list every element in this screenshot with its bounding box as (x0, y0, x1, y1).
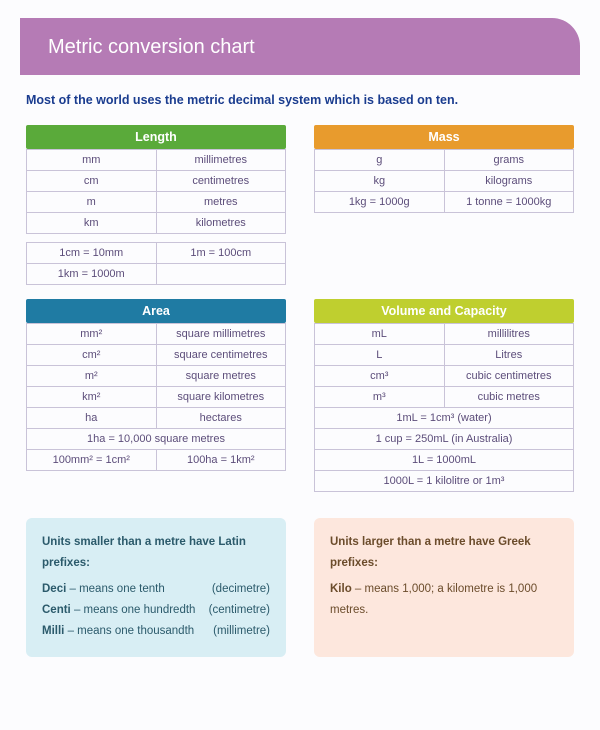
cell: cubic metres (444, 387, 574, 408)
cell: kg (315, 171, 445, 192)
cell: 1cm = 10mm (27, 243, 157, 264)
cell: 1L = 1000mL (315, 450, 574, 471)
cell: mL (315, 324, 445, 345)
cell: square millimetres (156, 324, 286, 345)
cell: square metres (156, 366, 286, 387)
greek-prefix-box: Units larger than a metre have Greek pre… (314, 518, 574, 657)
cell: cubic centimetres (444, 366, 574, 387)
mass-section: Mass ggrams kgkilograms 1kg = 1000g1 ton… (314, 125, 574, 285)
cell: km² (27, 387, 157, 408)
latin-heading: Units smaller than a metre have Latin pr… (42, 532, 270, 573)
volume-table: mLmillilitres LLitres cm³cubic centimetr… (314, 323, 574, 492)
cell: cm³ (315, 366, 445, 387)
cell: L (315, 345, 445, 366)
cell: kilometres (156, 213, 286, 234)
length-header: Length (26, 125, 286, 149)
cell: cm² (27, 345, 157, 366)
latin-item: Deci – means one tenth (decimetre) (42, 579, 270, 600)
tables-grid: Length mmmillimetres cmcentimetres mmetr… (20, 125, 580, 502)
cell: ha (27, 408, 157, 429)
latin-item: Milli – means one thousandth (millimetre… (42, 621, 270, 642)
greek-item: Kilo – means 1,000; a kilometre is 1,000… (330, 579, 558, 620)
cell: 1m = 100cm (156, 243, 286, 264)
latin-item: Centi – means one hundredth (centimetre) (42, 600, 270, 621)
page-title: Metric conversion chart (20, 18, 580, 75)
volume-header: Volume and Capacity (314, 299, 574, 323)
cell: cm (27, 171, 157, 192)
cell: 1ha = 10,000 square metres (27, 429, 286, 450)
cell: metres (156, 192, 286, 213)
cell: 1mL = 1cm³ (water) (315, 408, 574, 429)
cell: Litres (444, 345, 574, 366)
cell: 100mm² = 1cm² (27, 450, 157, 471)
cell: grams (444, 150, 574, 171)
prefix-row: Units smaller than a metre have Latin pr… (20, 502, 580, 657)
cell: millilitres (444, 324, 574, 345)
cell: 1km = 1000m (27, 264, 157, 285)
cell: mm (27, 150, 157, 171)
latin-prefix-box: Units smaller than a metre have Latin pr… (26, 518, 286, 657)
cell: 1000L = 1 kilolitre or 1m³ (315, 471, 574, 492)
cell: mm² (27, 324, 157, 345)
cell: square centimetres (156, 345, 286, 366)
cell: 1kg = 1000g (315, 192, 445, 213)
cell: millimetres (156, 150, 286, 171)
cell: g (315, 150, 445, 171)
length-section: Length mmmillimetres cmcentimetres mmetr… (26, 125, 286, 285)
cell: square kilometres (156, 387, 286, 408)
cell: km (27, 213, 157, 234)
volume-section: Volume and Capacity mLmillilitres LLitre… (314, 299, 574, 492)
area-table: mm²square millimetres cm²square centimet… (26, 323, 286, 471)
cell: m³ (315, 387, 445, 408)
cell: kilograms (444, 171, 574, 192)
cell (156, 264, 286, 285)
page-subtitle: Most of the world uses the metric decima… (26, 93, 574, 107)
cell: centimetres (156, 171, 286, 192)
cell: m (27, 192, 157, 213)
length-table: mmmillimetres cmcentimetres mmetres kmki… (26, 149, 286, 285)
cell: hectares (156, 408, 286, 429)
cell: 100ha = 1km² (156, 450, 286, 471)
area-section: Area mm²square millimetres cm²square cen… (26, 299, 286, 492)
cell: 1 cup = 250mL (in Australia) (315, 429, 574, 450)
cell: 1 tonne = 1000kg (444, 192, 574, 213)
mass-table: ggrams kgkilograms 1kg = 1000g1 tonne = … (314, 149, 574, 213)
mass-header: Mass (314, 125, 574, 149)
cell: m² (27, 366, 157, 387)
area-header: Area (26, 299, 286, 323)
greek-heading: Units larger than a metre have Greek pre… (330, 532, 558, 573)
